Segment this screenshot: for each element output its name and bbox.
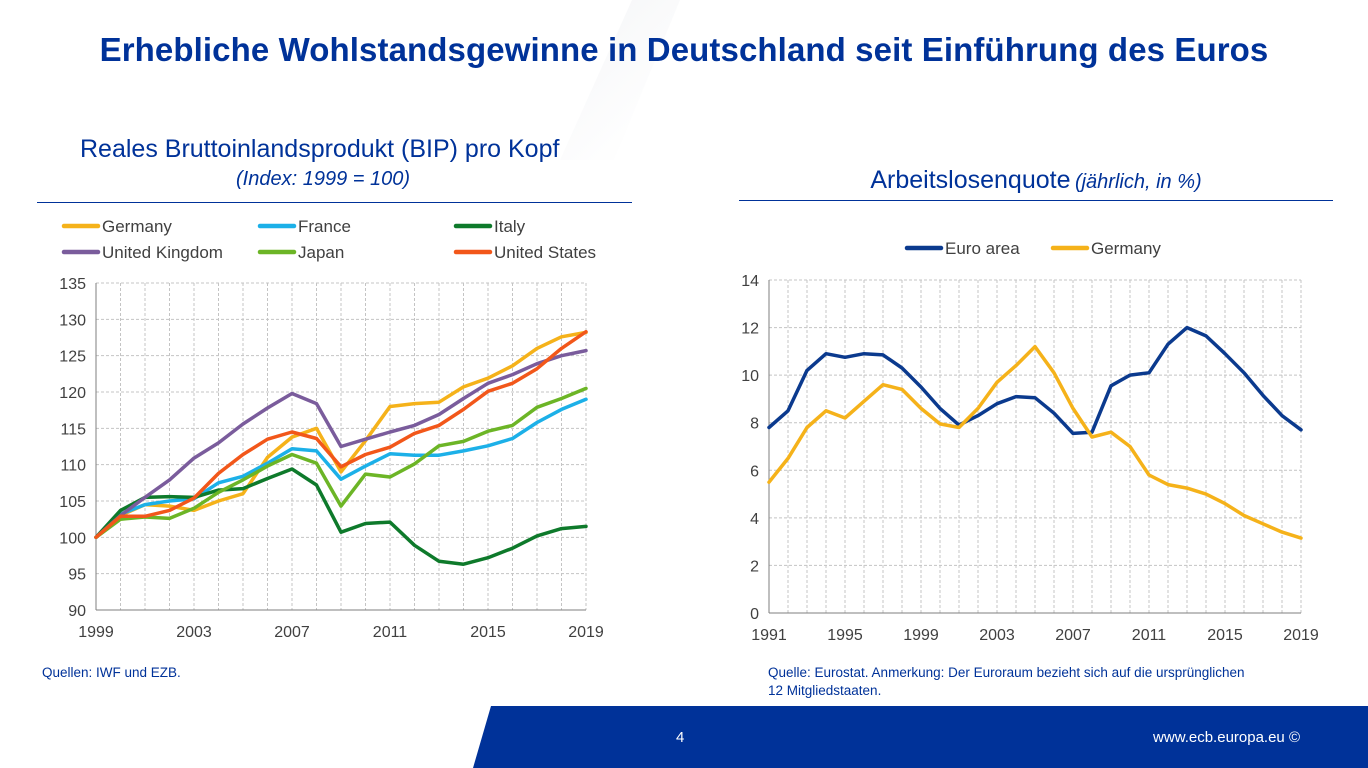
gdp-chart: 90 95 100 105 110 115 120 125 130 135 1999 2003 2007… xyxy=(59,217,604,641)
x-tick-label: 2019 xyxy=(1283,627,1319,644)
y-tick-label: 90 xyxy=(68,603,86,620)
y-tick-label: 4 xyxy=(750,511,759,528)
legend-label-germany: Germany xyxy=(1091,239,1161,258)
left-title-rule xyxy=(37,202,632,203)
y-tick-label: 2 xyxy=(750,558,759,575)
legend-label-united-states: United States xyxy=(494,243,596,262)
x-tick-label: 1995 xyxy=(827,627,863,644)
legend-label-euro-area: Euro area xyxy=(945,239,1020,258)
y-tick-label: 6 xyxy=(750,463,759,480)
legend-label-italy: Italy xyxy=(494,217,526,236)
right-chart-subtitle: (jährlich, in %) xyxy=(1074,171,1202,193)
decorative-shape xyxy=(560,0,680,160)
y-tick-label: 125 xyxy=(59,349,86,366)
right-source-line1: Quelle: Eurostat. Anmerkung: Der Eurorau… xyxy=(768,665,1245,680)
x-tick-label: 2003 xyxy=(176,624,212,641)
series-line-italy xyxy=(94,467,588,566)
y-tick-label: 12 xyxy=(741,321,759,338)
series-line-japan xyxy=(94,386,588,540)
right-title-rule xyxy=(739,200,1333,201)
page-number: 4 xyxy=(676,729,685,746)
right-source-line2: 12 Mitgliedstaaten. xyxy=(768,683,882,698)
x-tick-label: 2011 xyxy=(1132,627,1167,644)
footer-url: www.ecb.europa.eu © xyxy=(1153,729,1300,746)
y-tick-label: 14 xyxy=(741,273,759,290)
footer-bar xyxy=(473,706,1368,768)
y-tick-label: 110 xyxy=(60,458,86,475)
series-line-united-states xyxy=(94,329,588,540)
right-source-note: Quelle: Eurostat. Anmerkung: Der Eurorau… xyxy=(768,664,1328,700)
x-tick-label: 2003 xyxy=(979,627,1015,644)
x-tick-label: 1999 xyxy=(78,624,114,641)
y-tick-label: 0 xyxy=(750,606,759,623)
y-tick-label: 130 xyxy=(59,312,86,329)
y-tick-label: 100 xyxy=(59,530,86,547)
legend-label-japan: Japan xyxy=(298,243,344,262)
x-tick-label: 1991 xyxy=(751,627,787,644)
x-tick-label: 2007 xyxy=(1055,627,1091,644)
series-line-germany xyxy=(767,344,1303,540)
x-tick-label: 2015 xyxy=(1207,627,1243,644)
slide-title: Erhebliche Wohlstandsgewinne in Deutschl… xyxy=(99,31,1269,68)
legend-label-united-kingdom: United Kingdom xyxy=(102,243,223,262)
y-tick-label: 10 xyxy=(741,368,759,385)
x-tick-label: 2019 xyxy=(568,624,604,641)
unemployment-chart: 0 2 4 6 8 10 12 14 1991 1995 1999 2003 2007 2011 2015 2… xyxy=(741,239,1319,644)
legend-label-france: France xyxy=(298,217,351,236)
y-tick-label: 135 xyxy=(59,276,86,293)
x-tick-label: 2015 xyxy=(470,624,506,641)
x-tick-label: 2007 xyxy=(274,624,310,641)
left-source-note: Quellen: IWF und EZB. xyxy=(42,665,181,680)
series-line-united-kingdom xyxy=(94,348,588,540)
y-tick-label: 105 xyxy=(59,494,86,511)
series-line-euro-area xyxy=(767,325,1303,436)
y-tick-label: 120 xyxy=(59,385,86,402)
x-tick-label: 2011 xyxy=(373,624,408,641)
left-chart-title: Reales Bruttoinlandsprodukt (BIP) pro Ko… xyxy=(80,135,560,163)
y-tick-label: 115 xyxy=(60,421,86,438)
left-chart-subtitle: (Index: 1999 = 100) xyxy=(236,168,411,190)
right-chart-title: Arbeitslosenquote xyxy=(870,166,1071,194)
right-chart-heading: Arbeitslosenquote (jährlich, in %) xyxy=(739,166,1333,195)
series-line-france xyxy=(94,397,588,540)
legend-label-germany: Germany xyxy=(102,217,172,236)
y-tick-label: 8 xyxy=(750,416,759,433)
x-tick-label: 1999 xyxy=(903,627,939,644)
y-tick-label: 95 xyxy=(68,567,86,584)
